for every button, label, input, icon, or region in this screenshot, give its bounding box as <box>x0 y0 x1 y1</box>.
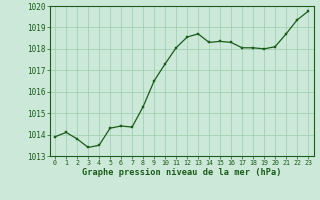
X-axis label: Graphe pression niveau de la mer (hPa): Graphe pression niveau de la mer (hPa) <box>82 168 281 177</box>
